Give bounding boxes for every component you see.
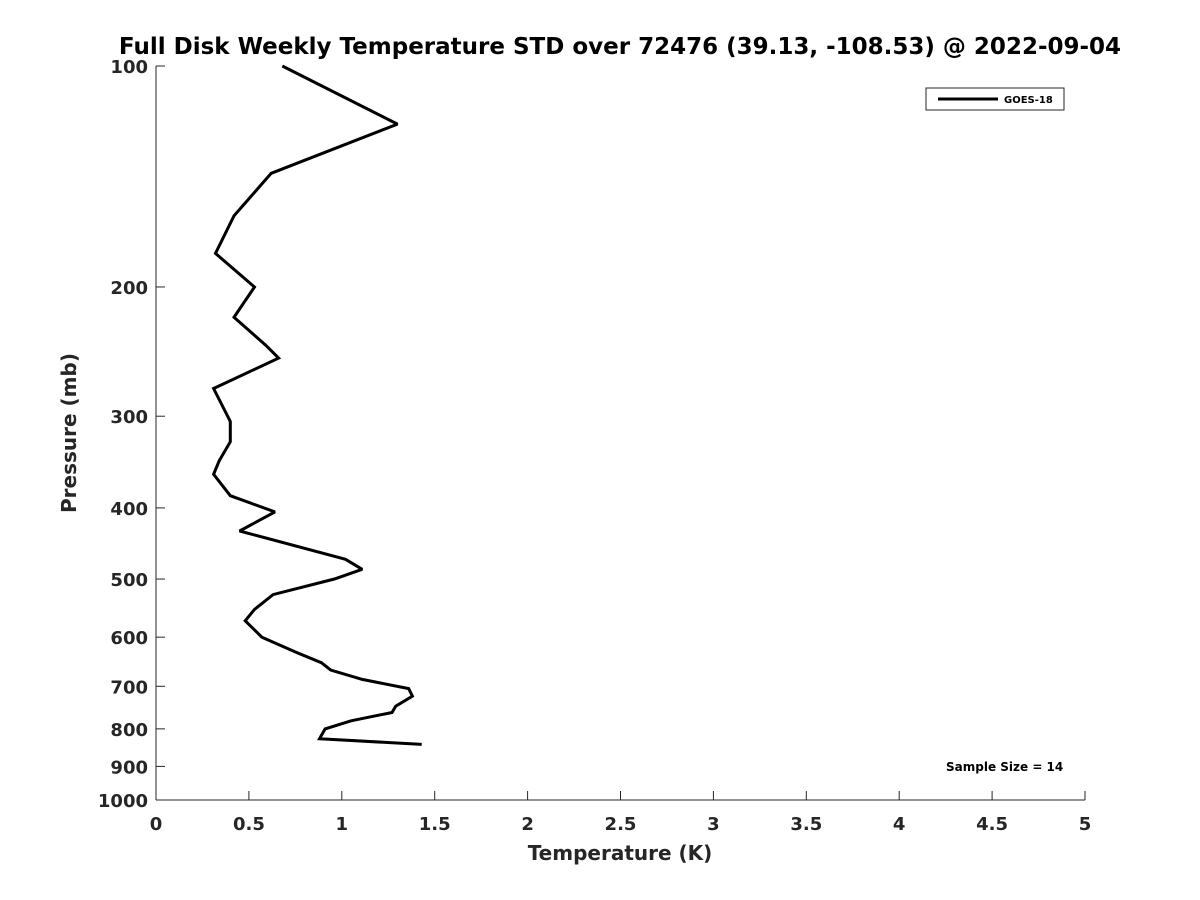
x-ticks: 0 0.5 1 1.5 2 2.5 3 3.5 4 4.5 5 bbox=[150, 791, 1092, 835]
sample-size-annotation: Sample Size = 14 bbox=[946, 760, 1063, 774]
x-tick-label: 2 bbox=[521, 814, 534, 835]
series-line-goes-18 bbox=[211, 64, 422, 746]
y-tick-label: 300 bbox=[110, 407, 148, 428]
x-tick-label: 4 bbox=[893, 814, 906, 835]
x-tick-label: 1.5 bbox=[419, 814, 451, 835]
y-tick-label: 500 bbox=[110, 570, 148, 591]
x-tick-label: 0 bbox=[150, 814, 163, 835]
chart-title: Full Disk Weekly Temperature STD over 72… bbox=[119, 34, 1121, 60]
y-tick-label: 700 bbox=[110, 677, 148, 698]
y-tick-label: 400 bbox=[110, 499, 148, 520]
x-tick-label: 4.5 bbox=[976, 814, 1008, 835]
y-tick-label: 800 bbox=[110, 720, 148, 741]
y-tick-label: 200 bbox=[110, 278, 148, 299]
legend-label-goes-18: GOES-18 bbox=[1004, 95, 1053, 106]
x-tick-label: 3 bbox=[707, 814, 720, 835]
x-axis-label: Temperature (K) bbox=[528, 841, 713, 865]
y-ticks: 100 200 300 400 500 600 700 800 900 1000 bbox=[98, 57, 165, 812]
y-axis-label: Pressure (mb) bbox=[57, 353, 81, 513]
y-tick-label: 1000 bbox=[98, 791, 148, 812]
x-tick-label: 3.5 bbox=[790, 814, 822, 835]
y-tick-label: 100 bbox=[110, 57, 148, 78]
x-tick-label: 1 bbox=[336, 814, 349, 835]
x-tick-label: 5 bbox=[1079, 814, 1092, 835]
series-group bbox=[211, 64, 422, 746]
x-tick-label: 0.5 bbox=[233, 814, 265, 835]
y-tick-label: 600 bbox=[110, 628, 148, 649]
x-tick-label: 2.5 bbox=[605, 814, 637, 835]
legend: GOES-18 bbox=[925, 87, 1065, 111]
y-tick-label: 900 bbox=[110, 757, 148, 778]
